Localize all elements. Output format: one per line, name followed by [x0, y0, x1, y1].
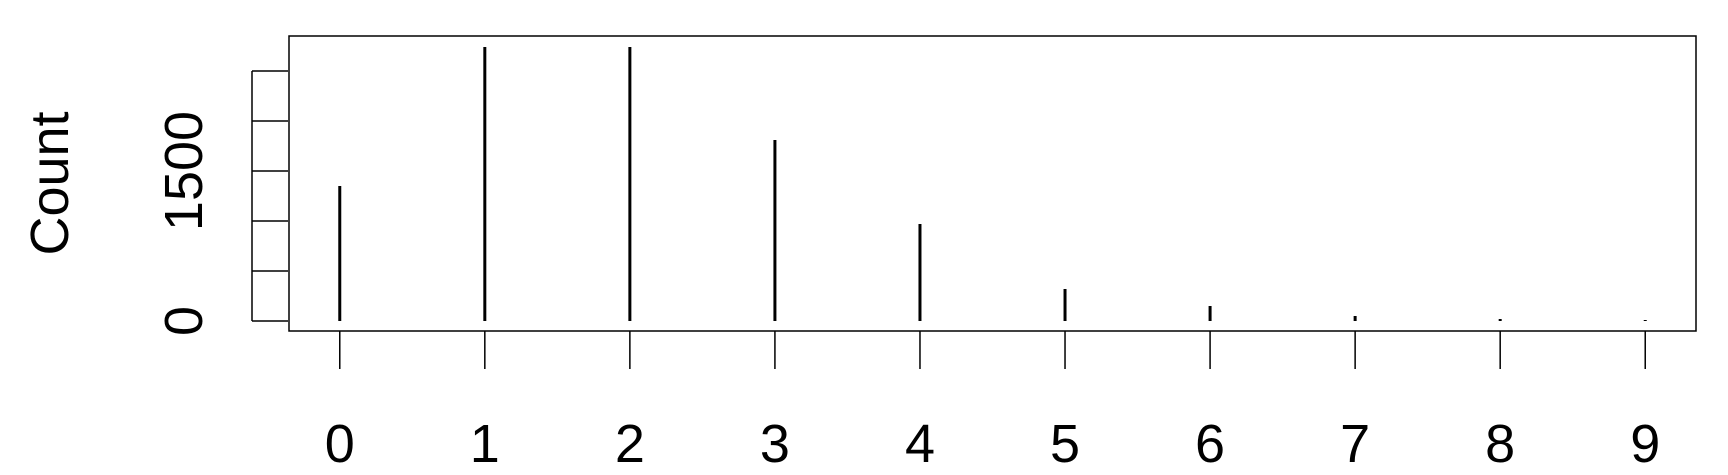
y-tick-label: 1500 — [154, 111, 214, 231]
x-tick-label: 2 — [615, 414, 645, 474]
x-tick-label: 4 — [905, 414, 935, 474]
y-axis: 0 1500 — [154, 70, 288, 336]
plot-area-border — [288, 35, 1697, 332]
x-tick-label: 1 — [470, 414, 500, 474]
y-tick-label: 0 — [154, 306, 214, 336]
y-axis-label: Count — [20, 111, 80, 255]
x-tick-label: 8 — [1485, 414, 1515, 474]
x-tick-label: 7 — [1340, 414, 1370, 474]
x-tick-label: 6 — [1195, 414, 1225, 474]
x-tick-label: 0 — [325, 414, 355, 474]
bars — [338, 47, 1647, 321]
x-axis: 0 1 2 3 4 5 6 7 8 9 — [325, 331, 1660, 474]
x-tick-label: 3 — [760, 414, 790, 474]
x-tick-label: 9 — [1630, 414, 1660, 474]
x-tick-label: 5 — [1050, 414, 1080, 474]
